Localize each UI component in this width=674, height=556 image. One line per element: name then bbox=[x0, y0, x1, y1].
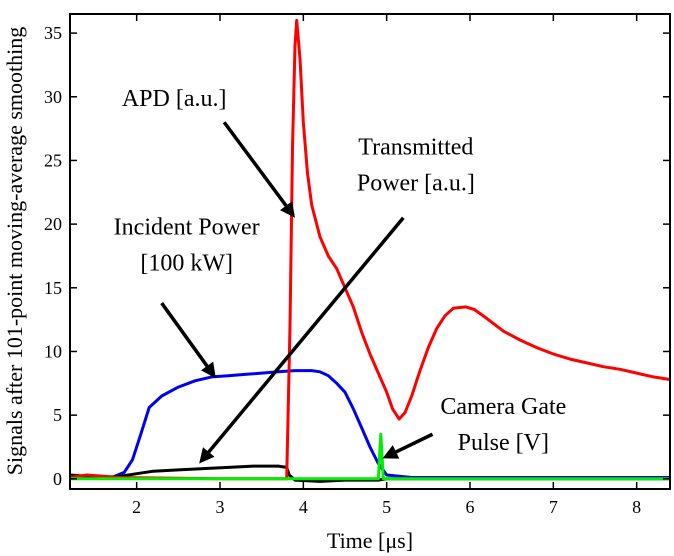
x-tick-label: 7 bbox=[549, 497, 558, 517]
series-line-apd-a-u bbox=[70, 18, 670, 481]
x-tick-label: 3 bbox=[216, 497, 225, 517]
x-tick-label: 2 bbox=[132, 497, 141, 517]
x-axis-label: Time [μs] bbox=[327, 528, 413, 553]
y-axis-label: Signals after 101-point moving-average s… bbox=[2, 27, 27, 475]
series-line-incident-power-100-kw bbox=[70, 369, 670, 479]
y-tick-label: 20 bbox=[44, 214, 62, 234]
y-tick-label: 30 bbox=[44, 87, 62, 107]
annotation-arrow bbox=[160, 302, 209, 368]
y-tick-label: 10 bbox=[44, 341, 62, 361]
annotation-arrowhead bbox=[382, 445, 400, 459]
annotation-arrow bbox=[207, 216, 405, 454]
x-tick-label: 8 bbox=[632, 497, 641, 517]
plot-frame bbox=[69, 13, 671, 490]
annotation-arrowhead bbox=[200, 361, 216, 379]
y-tick-label: 15 bbox=[44, 278, 62, 298]
annotation-arrow bbox=[222, 121, 288, 207]
y-tick-label: 5 bbox=[53, 405, 62, 425]
annotation-label: Camera Gate bbox=[440, 394, 566, 420]
annotation-label: APD [a.u.] bbox=[122, 86, 227, 112]
y-tick-label: 0 bbox=[53, 469, 62, 489]
series-line-camera-gate-pulse-v bbox=[70, 432, 670, 481]
y-tick-label: 35 bbox=[44, 23, 62, 43]
annotation-label: [100 kW] bbox=[140, 250, 233, 276]
y-tick-label: 25 bbox=[44, 150, 62, 170]
x-tick-label: 4 bbox=[299, 497, 308, 517]
annotation-arrow bbox=[395, 432, 434, 454]
annotation-label: Power [a.u.] bbox=[357, 170, 475, 196]
annotation-label: Pulse [V] bbox=[458, 430, 549, 456]
x-tick-label: 5 bbox=[382, 497, 391, 517]
annotation-layer: APD [a.u.] Transmitted Power [a.u.] Inciden… bbox=[114, 86, 566, 464]
ticks-layer: 2 3 4 5 6 7 8 0 5 10 15 20 25 30 35 bbox=[44, 14, 670, 517]
annotation-arrowhead bbox=[199, 447, 215, 464]
annotation-label: Incident Power bbox=[114, 214, 260, 240]
series-layer bbox=[70, 18, 670, 483]
annotation-label: Transmitted bbox=[358, 134, 473, 160]
annotation-arrowhead bbox=[280, 201, 295, 218]
x-tick-label: 6 bbox=[466, 497, 475, 517]
